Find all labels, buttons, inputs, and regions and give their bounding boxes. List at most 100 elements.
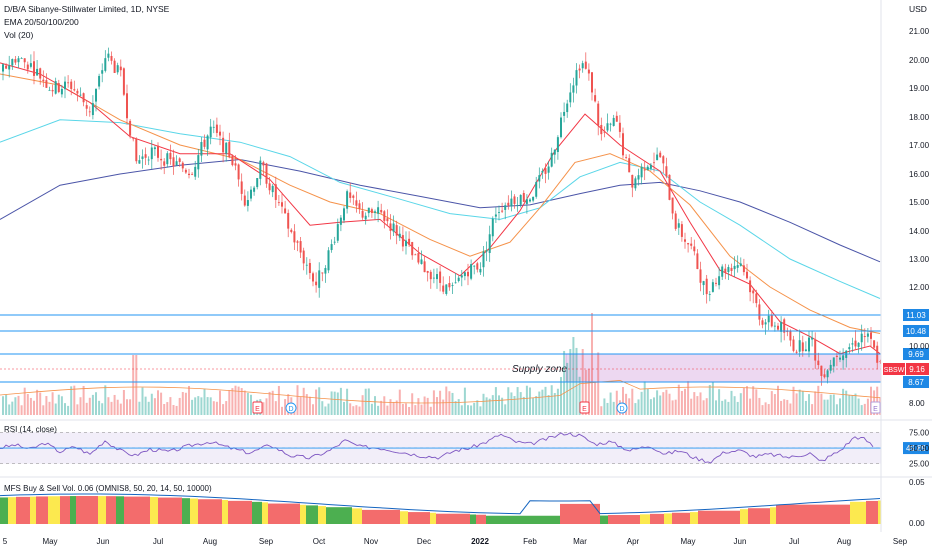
candle-body (746, 271, 748, 279)
supply-zone-label: Supply zone (512, 364, 567, 375)
volume-bar (191, 399, 194, 415)
volume-bar (572, 337, 575, 415)
volume-bar (67, 405, 70, 415)
candle-body (110, 55, 113, 61)
candle-body (684, 239, 686, 242)
candle-body (346, 191, 349, 209)
volume-bar (308, 396, 311, 415)
volume-bar (863, 403, 866, 415)
volume-bar (668, 393, 671, 415)
volume-bar (724, 399, 727, 415)
candle-body (625, 157, 628, 158)
candle-body (169, 152, 172, 160)
candle-body (801, 342, 804, 352)
volume-bar (767, 404, 770, 415)
x-tick-label: Jul (153, 537, 163, 546)
last-price-tag (906, 363, 929, 375)
volume-bar (643, 381, 646, 415)
volume-bar (591, 313, 593, 415)
volume-bar (70, 386, 73, 415)
volume-bar (609, 392, 612, 415)
x-tick-label: Oct (313, 537, 326, 546)
candle-body (696, 253, 699, 270)
volume-bar (147, 401, 150, 415)
candle-body (166, 153, 169, 165)
mfs-bar (0, 497, 8, 524)
volume-bar (414, 405, 417, 415)
volume-bar (277, 385, 280, 415)
candle-body (556, 137, 559, 153)
mfs-bar (116, 496, 124, 524)
volume-bar (240, 388, 243, 415)
volume-bar (674, 399, 677, 415)
volume-bar (206, 397, 209, 415)
candle-body (194, 166, 197, 177)
candle-body (563, 111, 566, 116)
mfs-bar (30, 496, 36, 524)
candle-body (581, 63, 584, 69)
volume-bar (166, 402, 169, 415)
rsi-title: RSI (14, close) (4, 425, 57, 434)
volume-bar (20, 405, 23, 415)
candle-body (327, 250, 330, 271)
volume-bar (228, 390, 231, 415)
candle-body (45, 80, 48, 88)
volume-bar (426, 397, 429, 415)
volume-bar (764, 402, 767, 415)
volume-bar (318, 387, 321, 415)
x-tick-label: Feb (523, 537, 537, 546)
candle-body (473, 265, 476, 267)
mfs-bar (664, 513, 672, 524)
y-tick-label: 12.00 (909, 283, 930, 292)
volume-bar (95, 392, 97, 415)
candle-body (442, 285, 445, 292)
candle-body (240, 181, 243, 194)
volume-bar (11, 401, 14, 415)
volume-bar (380, 400, 383, 415)
candle-body (107, 53, 110, 58)
candle-body (767, 315, 770, 323)
volume-bar (628, 398, 631, 415)
candle-body (17, 58, 20, 63)
mfs-bar (362, 509, 400, 524)
volume-bar (749, 398, 752, 415)
volume-bar (817, 385, 820, 415)
earnings-marker (579, 401, 590, 414)
candle-body (467, 271, 469, 277)
candle-body (653, 162, 655, 164)
candle-body (54, 81, 57, 94)
candle-body (538, 175, 541, 182)
candle-body (33, 61, 35, 76)
volume-bar (665, 389, 668, 415)
volume-bar (39, 392, 42, 415)
volume-bar (739, 393, 742, 415)
volume-bar (169, 397, 172, 415)
volume-bar (343, 401, 345, 415)
candle-body (835, 355, 838, 357)
candle-body (842, 355, 845, 361)
candle-body (742, 265, 745, 273)
volume-bar (746, 386, 748, 415)
volume-bar (532, 397, 535, 415)
candle-body (250, 189, 252, 199)
volume-bar (442, 399, 445, 415)
candle-body (98, 75, 101, 87)
mfs-bar (748, 508, 770, 524)
level-tag (903, 309, 929, 321)
candle-body (203, 139, 206, 147)
rsi-tick-label: 75.00 (909, 428, 930, 437)
symbol-tag-text: SBSW (884, 367, 905, 374)
mfs-pane[interactable]: MFS Buy & Sell Vol. 0.06 (OMNIS8, 50, 20… (0, 484, 881, 524)
volume-bar (36, 389, 39, 415)
volume-bar (622, 387, 624, 415)
candle-body (423, 261, 426, 273)
candle-body (48, 89, 51, 91)
volume-bar (315, 389, 318, 415)
volume-bar (265, 398, 268, 415)
rsi-pane[interactable]: RSI (14, close) 49.89 (0, 425, 929, 465)
volume-bar (274, 401, 277, 415)
volume-bar (789, 403, 792, 415)
